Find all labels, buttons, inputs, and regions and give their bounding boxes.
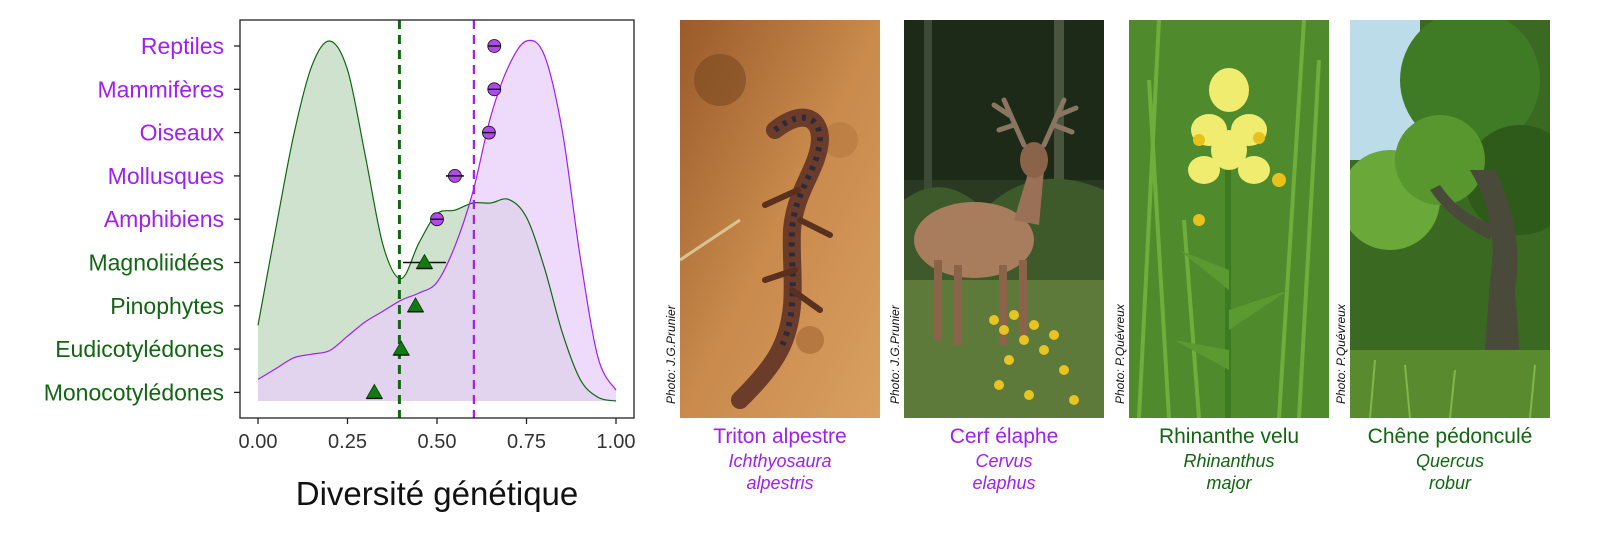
photo-credit-3: Photo: P.Quévreux [1113,304,1127,404]
genetic-diversity-chart: Reptiles Mammifères Oiseaux Mollusques Amphi… [44,19,636,512]
newt-photo [680,20,880,418]
plant-density-line [257,40,617,402]
y-tick-label: Amphibiens [104,206,224,232]
photo-credit-2: Photo: J.G.Prunier [888,305,902,404]
caption-scientific-name: Ichthyosaura [728,451,832,472]
y-tick-label: Reptiles [141,33,224,59]
y-tick-label: Magnoliidées [88,250,224,276]
caption-2: Cerf élaphe Cervus elaphus [884,424,1124,494]
x-tick-label: 0.75 [507,431,546,453]
animal-density-area [258,40,616,402]
caption-scientific-name: major [1206,472,1252,493]
y-tick-label: Mammifères [97,76,224,102]
caption-scientific-name: elaphus [972,472,1036,493]
x-tick-label: 0.50 [418,431,457,453]
caption-1: Triton alpestre Ichthyosaura alpestris [660,424,900,494]
y-tick-label: Mollusques [108,163,224,189]
animal-density-line [257,39,617,391]
caption-common-name: Rhinanthe velu [1158,425,1300,448]
y-tick-label: Oiseaux [140,120,225,146]
rhinanthus-photo [1129,20,1329,418]
caption-scientific-name: robur [1428,472,1472,493]
caption-common-name: Chêne pédonculé [1367,425,1533,448]
deer-photo [904,20,1104,418]
caption-common-name: Cerf élaphe [949,425,1059,448]
y-axis: Reptiles Mammifères Oiseaux Mollusques Amphi… [44,33,240,405]
photo-credit-4: Photo: P.Quévreux [1334,304,1348,404]
caption-3: Rhinanthe velu Rhinanthus major [1109,424,1349,494]
caption-scientific-name: Cervus [975,451,1033,472]
y-tick-label: Pinophytes [110,293,224,319]
x-tick-label: 0.25 [328,431,367,453]
taxon-points [365,39,502,400]
x-axis-title: Diversité génétique [296,475,579,512]
y-tick-label: Eudicotylédones [55,336,224,362]
x-axis: 0.00 0.25 0.50 0.75 1.00 [239,418,636,453]
caption-common-name: Triton alpestre [713,425,847,448]
caption-scientific-name: alpestris [746,472,814,493]
caption-scientific-name: Rhinanthus [1183,451,1275,472]
caption-scientific-name: Quercus [1415,451,1485,472]
x-tick-label: 1.00 [597,431,636,453]
caption-4: Chêne pédonculé Quercus robur [1330,424,1570,494]
x-tick-label: 0.00 [239,431,278,453]
oak-photo [1350,20,1550,418]
photo-credit-1: Photo: J.G.Prunier [664,305,678,404]
y-tick-label: Monocotylédones [44,379,224,405]
